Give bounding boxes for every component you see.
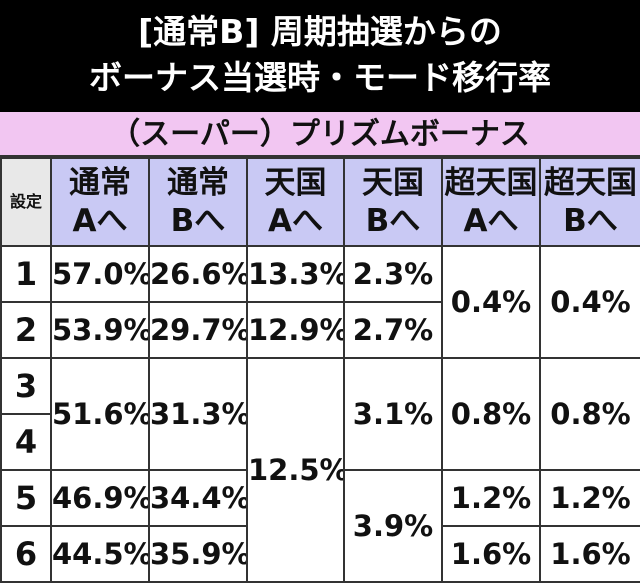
cell: 0.4% [539,245,640,359]
cell: 13.3% [246,245,345,303]
title-line: [通常B] 周期抽選からの [138,12,502,51]
header-text: Bへ [170,203,226,239]
setting: 5 [0,469,52,527]
row: 5 46.9% 34.4% 3.9% 1.2% 1.2% [0,469,640,583]
cell: 34.4% [148,469,248,527]
cell: 44.5% [50,525,150,583]
cell: 31.3% [148,357,248,471]
cell: 1.2% [441,469,541,527]
row: 3 51.6% 31.3% 12.5% 3.1% 0.8% 0.8% [0,357,640,583]
cell: 0.8% [539,357,640,471]
cell: 3.1% [343,357,443,471]
setting: 6 [0,525,52,583]
cell: 57.0% [50,245,150,303]
cell: 51.6% [50,357,150,471]
header-cell: 通常 Aへ [50,157,150,247]
cell: 1.6% [441,525,541,583]
setting: 3 [0,357,52,415]
row: 2 53.9% 29.7% 12.9% 2.7% [0,301,640,359]
row: 4 [0,413,640,471]
setting: 2 [0,301,52,359]
header-text: 天国 [264,165,327,201]
header-cell: 天国 Bへ [343,157,443,247]
section-title: （スーパー）プリズムボーナス [0,112,640,157]
header-cell: 天国 Aへ [246,157,345,247]
title-line: ボーナス当選時・モード移行率 [89,58,551,97]
header-text: 通常 [69,165,131,201]
rate-table: 設定 通常 Aへ 通常 Bへ 天国 Aへ 天国 Bへ 超天国 Aへ 超天国 Bへ 1 57.… [0,157,640,583]
header-text: 通常 [167,165,229,201]
cell: 3.9% [343,469,443,583]
setting: 1 [0,245,52,303]
cell: 35.9% [148,525,248,583]
cell: 12.5% [246,357,345,583]
cell: 26.6% [148,245,248,303]
header-cell: 超天国 Aへ [441,157,541,247]
cell: 53.9% [50,301,150,359]
header-text: 超天国 [444,165,538,201]
header-cell: 通常 Bへ [148,157,248,247]
setting: 4 [0,413,52,471]
header-cell: 超天国 Bへ [539,157,640,247]
cell: 1.2% [539,469,640,527]
header-text: Bへ [563,203,618,239]
header-text: 天国 [362,165,424,201]
cell: 0.8% [441,357,541,471]
header-text: Aへ [72,203,128,239]
header-text: 超天国 [544,165,637,201]
row: 6 44.5% 35.9% 1.6% 1.6% [0,525,640,583]
header-text: Aへ [463,203,519,239]
title-band: [通常B] 周期抽選からの ボーナス当選時・モード移行率 [0,0,640,112]
cell: 0.4% [441,245,541,359]
cell: 2.7% [343,301,443,359]
cell: 2.3% [343,245,443,303]
header-text: Aへ [268,203,323,239]
cell: 46.9% [50,469,150,527]
header-text: Bへ [365,203,421,239]
header-cell: 設定 [0,157,52,247]
cell: 1.6% [539,525,640,583]
header-row: 設定 通常 Aへ 通常 Bへ 天国 Aへ 天国 Bへ 超天国 Aへ 超天国 Bへ [0,157,640,247]
row: 1 57.0% 26.6% 13.3% 2.3% 0.4% 0.4% [0,245,640,359]
cell: 12.9% [246,301,345,359]
cell: 29.7% [148,301,248,359]
